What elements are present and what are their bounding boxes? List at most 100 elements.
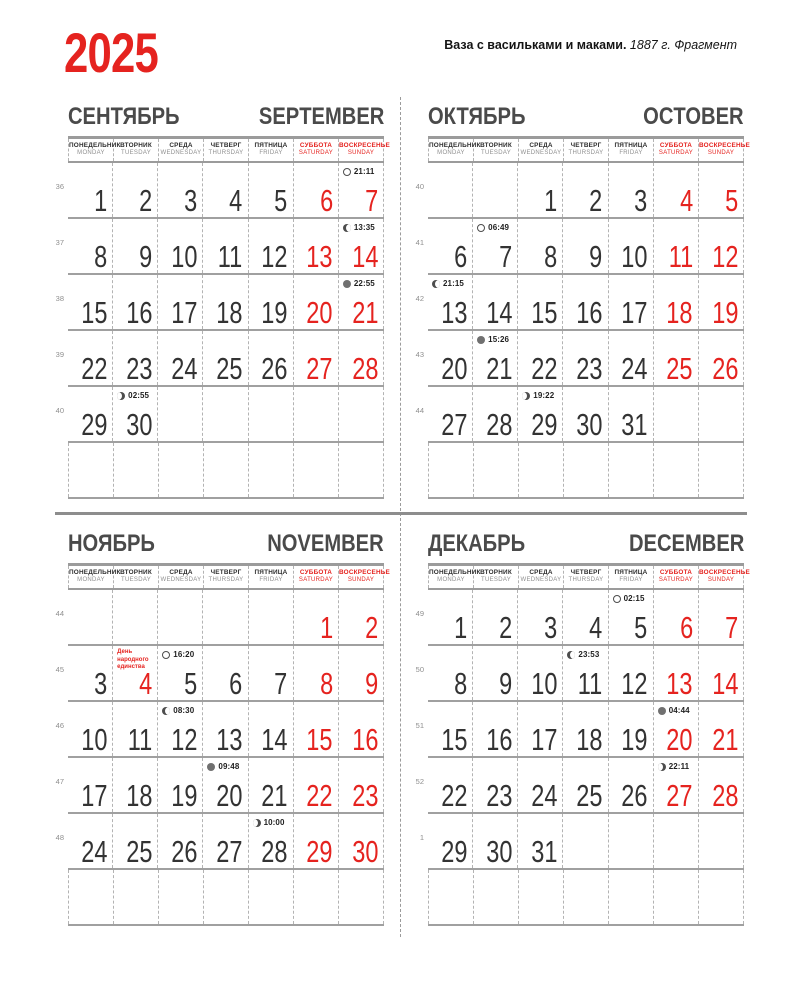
week-number: 43 <box>415 350 424 359</box>
moon-phase: 02:55 <box>117 391 149 400</box>
week-number: 48 <box>55 833 64 842</box>
weekday-header: ПОНЕДЕЛЬНИК MONDAY <box>68 566 121 588</box>
day-number: 29 <box>440 834 468 869</box>
weekday-label-en: WEDNESDAY <box>160 150 202 156</box>
day-number: 18 <box>576 722 603 757</box>
weekday-label-ru: ПЯТНИЦА <box>614 569 648 576</box>
day-cell: 2 <box>339 590 384 644</box>
last-quarter-moon-icon <box>342 223 351 232</box>
day-cell: 13 21:15 <box>428 275 474 329</box>
day-cell: 23 <box>339 758 384 812</box>
day-cell: 6 <box>654 590 699 644</box>
weekday-label-en: TUESDAY <box>481 577 511 583</box>
artwork-title: Ваза с васильками и маками. <box>444 38 627 52</box>
weekday-header: ПЯТНИЦА FRIDAY <box>609 566 654 588</box>
day-cell <box>249 870 294 924</box>
day-cell: 2 <box>473 590 519 644</box>
day-number: 4 <box>589 610 603 645</box>
day-number: 3 <box>544 610 558 645</box>
day-cell: 23 <box>113 331 159 385</box>
holiday-label-line: День <box>117 649 133 655</box>
day-cell: 20 <box>428 331 474 385</box>
week-number: 39 <box>55 350 64 359</box>
day-number: 12 <box>621 666 648 701</box>
day-cell <box>339 443 384 497</box>
day-cell: 1 <box>428 590 474 644</box>
day-cell: 19 <box>699 275 744 329</box>
weekday-label-en: MONDAY <box>437 150 465 156</box>
moon-phase-time: 21:15 <box>443 279 464 288</box>
day-cell: 7 06:49 <box>473 219 519 274</box>
day-cell: 14 <box>699 646 744 700</box>
week-row: 47 17 18 19 20 09:48 21 22 23 <box>56 758 384 814</box>
day-number: 8 <box>454 666 468 701</box>
day-cell: 24 <box>518 758 564 812</box>
day-cell: 7 <box>699 590 744 644</box>
day-cell: 14 13:35 <box>339 219 384 273</box>
day-cell <box>654 814 699 868</box>
moon-phase: 04:44 <box>657 706 690 715</box>
month-grid: ПОНЕДЕЛЬНИК MONDAY ВТОРНИК TUESDAY СРЕДА WEDN… <box>416 136 751 499</box>
weekday-header: ВТОРНИК TUESDAY <box>474 566 519 588</box>
weekday-label-ru: СРЕДА <box>169 569 193 576</box>
month-name-ru: ОКТЯБРЬ <box>428 103 526 130</box>
holiday-label-line: народного <box>117 656 149 663</box>
day-cell <box>68 443 114 497</box>
weekday-label-ru: ВТОРНИК <box>480 569 512 576</box>
day-cell: 5 <box>699 163 744 217</box>
moon-phase: 08:30 <box>162 706 194 715</box>
day-cell: 4 <box>654 163 699 217</box>
weekday-label-ru: СУББОТА <box>659 569 693 576</box>
day-number: 4 <box>229 183 243 218</box>
moon-phase-time: 21:11 <box>353 167 375 176</box>
weekday-label-ru: ПОНЕДЕЛЬНИК <box>69 569 121 576</box>
day-number: 12 <box>711 239 738 274</box>
day-cell <box>158 387 204 441</box>
day-number: 2 <box>589 183 603 218</box>
weekday-label-en: THURSDAY <box>208 150 244 156</box>
weekday-label-en: WEDNESDAY <box>160 577 202 583</box>
day-number: 28 <box>351 351 378 386</box>
day-cell: 16 <box>563 275 609 329</box>
last-quarter-moon-icon <box>567 650 576 659</box>
day-number: 6 <box>229 666 243 701</box>
day-cell: 17 <box>518 702 564 756</box>
day-number: 21 <box>351 295 378 330</box>
day-number: 7 <box>499 239 513 274</box>
weekday-label-en: TUESDAY <box>121 577 151 583</box>
day-number: 21 <box>711 722 738 757</box>
month-name-en: NOVEMBER <box>267 530 384 557</box>
week-number: 45 <box>55 665 64 674</box>
day-cell: 22 <box>68 331 114 385</box>
day-number: 10 <box>531 666 558 701</box>
day-number: 29 <box>531 407 558 442</box>
weekday-label-en: TUESDAY <box>481 150 511 156</box>
day-cell: 25 <box>563 758 609 812</box>
day-cell <box>294 443 339 497</box>
weekday-label-en: TUESDAY <box>121 150 151 156</box>
weekday-label-en: SUNDAY <box>347 577 375 583</box>
week-row: 39 22 23 24 25 26 27 28 <box>56 331 384 387</box>
day-cell: 10 <box>518 646 564 701</box>
day-cell <box>609 443 654 497</box>
weekday-label-ru: ВОСКРЕСЕНЬЕ <box>699 142 751 149</box>
weekday-header: ПОНЕДЕЛЬНИК MONDAY <box>428 566 480 588</box>
weekday-label-en: SUNDAY <box>347 150 375 156</box>
day-cell: 11 <box>654 219 699 273</box>
weekday-label-ru: СУББОТА <box>299 569 333 576</box>
day-cell <box>609 870 654 924</box>
first-quarter-moon-icon <box>252 818 261 827</box>
weekday-label-en: THURSDAY <box>568 150 604 156</box>
day-cell <box>159 443 204 497</box>
day-number: 4 <box>139 666 153 701</box>
weekday-label-ru: СУББОТА <box>299 142 333 149</box>
weekday-label-ru: СУББОТА <box>659 142 693 149</box>
week-row: 43 20 21 15:26 22 23 24 25 26 <box>416 331 744 387</box>
day-cell: 11 <box>203 219 249 273</box>
day-number: 20 <box>216 778 243 813</box>
day-cell: 2 <box>113 163 159 217</box>
weekday-label-en: SATURDAY <box>298 577 334 583</box>
day-number: 27 <box>666 778 693 813</box>
day-cell <box>564 870 609 924</box>
moon-phase-time: 22:11 <box>668 762 690 771</box>
